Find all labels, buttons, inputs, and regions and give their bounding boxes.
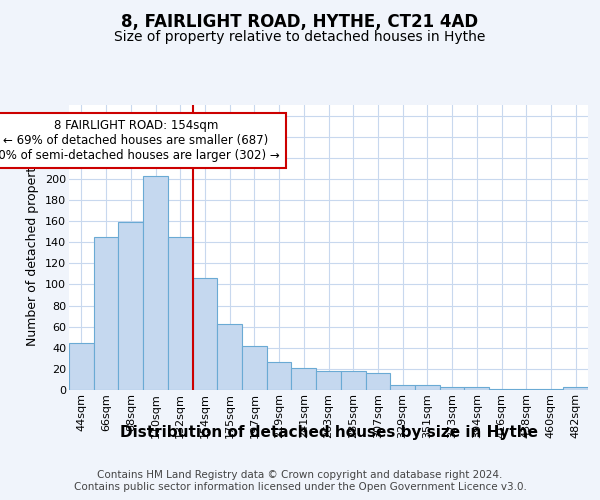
Bar: [267, 362, 292, 390]
Text: Size of property relative to detached houses in Hythe: Size of property relative to detached ho…: [115, 30, 485, 44]
Bar: [69, 342, 94, 390]
Bar: [292, 368, 316, 390]
Text: Distribution of detached houses by size in Hythe: Distribution of detached houses by size …: [120, 425, 538, 440]
Bar: [563, 387, 588, 390]
Y-axis label: Number of detached properties: Number of detached properties: [26, 149, 40, 346]
Bar: [168, 237, 193, 390]
Bar: [143, 176, 168, 390]
Bar: [217, 324, 242, 390]
Bar: [341, 371, 365, 390]
Bar: [193, 278, 217, 390]
Bar: [440, 387, 464, 390]
Text: 8 FAIRLIGHT ROAD: 154sqm
← 69% of detached houses are smaller (687)
30% of semi-: 8 FAIRLIGHT ROAD: 154sqm ← 69% of detach…: [0, 118, 280, 162]
Bar: [242, 346, 267, 390]
Text: Contains HM Land Registry data © Crown copyright and database right 2024.
Contai: Contains HM Land Registry data © Crown c…: [74, 470, 526, 492]
Bar: [94, 237, 118, 390]
Bar: [539, 389, 563, 390]
Bar: [489, 389, 514, 390]
Bar: [514, 389, 539, 390]
Bar: [390, 384, 415, 390]
Bar: [415, 384, 440, 390]
Bar: [365, 373, 390, 390]
Bar: [118, 222, 143, 390]
Bar: [464, 387, 489, 390]
Bar: [316, 371, 341, 390]
Text: 8, FAIRLIGHT ROAD, HYTHE, CT21 4AD: 8, FAIRLIGHT ROAD, HYTHE, CT21 4AD: [121, 14, 479, 32]
